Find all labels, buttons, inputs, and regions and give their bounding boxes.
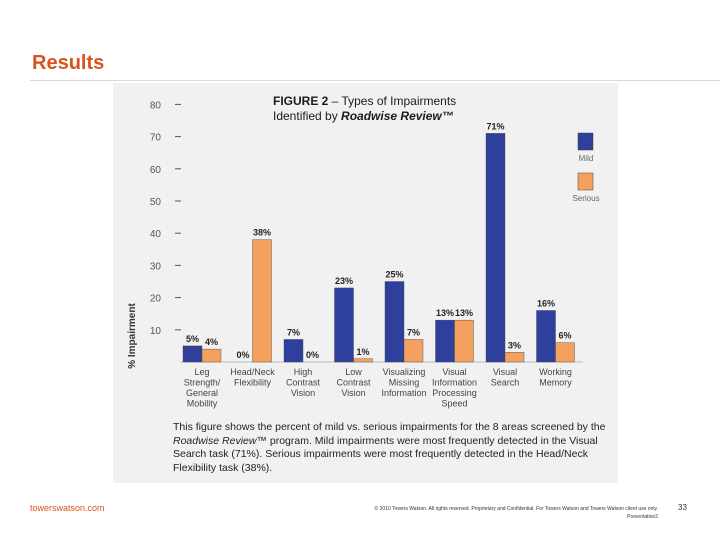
bar-mild — [536, 310, 556, 363]
bar-mild — [283, 339, 304, 363]
footer-legal-line-1: © 2010 Towers Watson. All rights reserve… — [374, 506, 658, 512]
bar-serious — [555, 342, 575, 363]
y-tick-label: 70 — [150, 133, 162, 144]
figure-title-text: – Types of Impairments — [328, 94, 457, 108]
y-tick-label: 40 — [150, 229, 162, 240]
bar-serious — [504, 352, 525, 363]
y-tick-label: 80 — [150, 100, 162, 111]
category-label-line: Search — [491, 378, 520, 388]
category-label-line: Flexibility — [234, 378, 272, 388]
data-label-mild: 13% — [436, 308, 454, 318]
data-label-serious: 0% — [306, 350, 319, 360]
category-label-line: Missing — [389, 378, 420, 388]
impairment-bar-chart: % Impairment 10 20 30 40 50 60 70 80 5% 4% 0% 38% 7… — [127, 100, 600, 409]
chart-legend: Mild Serious — [572, 132, 600, 203]
category-label-line: Contrast — [336, 378, 371, 388]
figure-subtitle-brand: Roadwise Review™ — [341, 109, 454, 123]
data-label-serious: 13% — [455, 308, 473, 318]
figure-title: FIGURE 2 – Types of Impairments Identifi… — [273, 94, 533, 124]
y-tick-label: 10 — [150, 326, 162, 337]
bar-serious — [252, 239, 272, 363]
category-label-line: Visual — [442, 367, 466, 377]
category-label-line: Information — [432, 378, 477, 388]
legend-swatch-serious — [577, 172, 594, 191]
category-label: Head/Neck Flexibility — [230, 367, 275, 388]
category-label-line: Working — [539, 367, 572, 377]
category-label-line: Mobility — [187, 399, 218, 409]
y-tick-label: 30 — [150, 261, 162, 272]
data-label-mild: 23% — [335, 276, 353, 286]
category-label: High Contrast Vision — [286, 367, 321, 398]
y-tick-label: 60 — [150, 165, 162, 176]
figure-panel: FIGURE 2 – Types of Impairments Identifi… — [113, 83, 618, 483]
figure-label: FIGURE 2 — [273, 94, 329, 108]
category-label-line: Strength/ — [184, 378, 221, 388]
figure-subtitle-prefix: Identified by — [273, 109, 342, 123]
bar-mild — [334, 287, 354, 363]
category-label-line: Leg — [194, 367, 209, 377]
bar-mild — [485, 133, 506, 363]
category-label-line: Contrast — [286, 378, 321, 388]
legend-label-mild: Mild — [579, 154, 594, 163]
bar-mild — [384, 281, 405, 363]
footer-legal: © 2010 Towers Watson. All rights reserve… — [318, 505, 658, 521]
y-tick-label: 50 — [150, 197, 162, 208]
page-number: 33 — [678, 503, 687, 512]
bar-mild — [182, 345, 203, 363]
category-label-line: Memory — [539, 378, 572, 388]
category-label: Visual Search — [491, 367, 520, 388]
data-label-mild: 7% — [287, 327, 300, 337]
y-axis-label: % Impairment — [127, 303, 138, 369]
category-label: Low Contrast Vision — [336, 367, 371, 398]
category-label-line: Visual — [493, 367, 517, 377]
data-label-mild: 5% — [186, 334, 199, 344]
data-label-mild: 0% — [236, 350, 249, 360]
caption-brand: Roadwise Review™ — [173, 434, 267, 447]
footer-legal-line-2: Presentation2 — [627, 514, 658, 520]
slide-title: Results — [32, 52, 105, 74]
data-label-serious: 4% — [205, 337, 218, 347]
legend-label-serious: Serious — [572, 194, 599, 203]
category-label: Leg Strength/General Mobility — [184, 367, 221, 409]
data-label-mild: 25% — [385, 270, 403, 280]
data-label-serious: 1% — [356, 347, 369, 357]
category-label-line: High — [294, 367, 313, 377]
bar-serious — [403, 339, 424, 363]
category-label-line: General — [186, 388, 218, 398]
x-axis-labels: Leg Strength/General Mobility Head/Neck Flex… — [184, 367, 573, 409]
data-label-serious: 38% — [253, 228, 271, 238]
data-label-serious: 3% — [508, 340, 521, 350]
caption-text-2: program. Mild impairments were most freq… — [173, 434, 598, 474]
title-divider — [30, 80, 720, 81]
data-label-serious: 6% — [558, 331, 571, 341]
category-label: Working Memory — [539, 367, 572, 388]
figure-caption: This figure shows the percent of mild vs… — [173, 421, 613, 475]
bar-serious — [454, 319, 474, 363]
category-label-line: Visualizing — [383, 367, 426, 377]
category-label-line: Speed — [441, 399, 467, 409]
category-label: Visual Information Processing Speed — [432, 367, 477, 409]
data-label-serious: 7% — [407, 327, 420, 337]
category-label-line: Processing — [432, 388, 477, 398]
data-label-mild: 16% — [537, 298, 555, 308]
legend-swatch-mild — [577, 132, 594, 151]
category-label: Visualizing Missing Information — [381, 367, 426, 398]
caption-text-1: This figure shows the percent of mild vs… — [173, 421, 606, 433]
bar-series: 5% 4% 0% 38% 7% 0% 23% 1% 25% 7% 13% 13% 71% 3% 16% 6% — [182, 121, 575, 363]
bar-serious — [353, 358, 373, 363]
bar-mild — [435, 319, 455, 363]
y-axis: 10 20 30 40 50 60 70 80 — [150, 100, 583, 363]
category-label-line: Vision — [341, 388, 365, 398]
category-label-line: Information — [381, 388, 426, 398]
data-label-mild: 71% — [486, 121, 504, 131]
y-tick-label: 20 — [150, 294, 162, 305]
figure-subtitle: Identified by Roadwise Review™ — [273, 109, 454, 123]
category-label-line: Vision — [291, 388, 315, 398]
footer-brand-link[interactable]: towerswatson.com — [30, 503, 105, 513]
category-label-line: Low — [345, 367, 362, 377]
category-label-line: Head/Neck — [230, 367, 275, 377]
bar-serious — [201, 348, 222, 363]
